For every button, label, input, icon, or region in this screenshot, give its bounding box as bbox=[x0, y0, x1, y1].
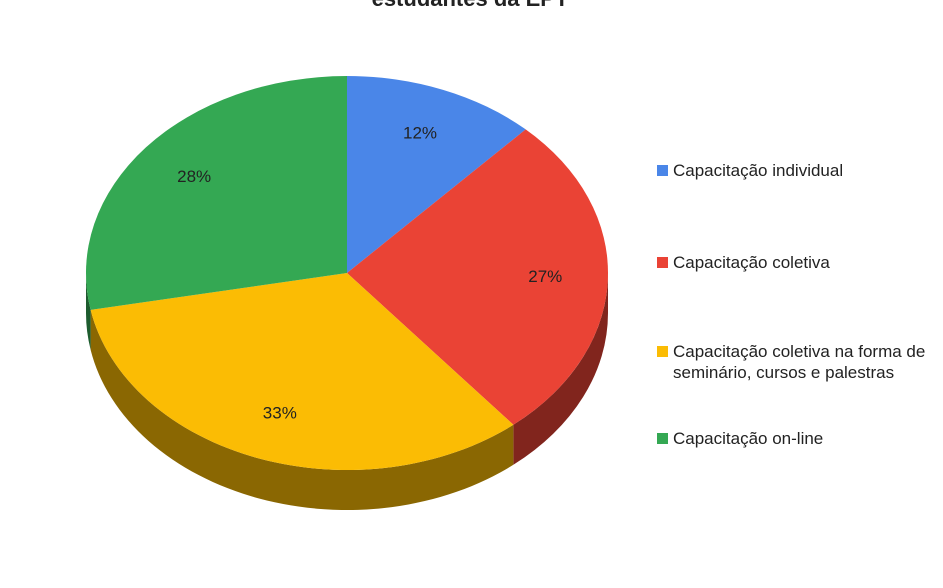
legend-swatch bbox=[657, 257, 668, 268]
legend-swatch bbox=[657, 433, 668, 444]
slice bbox=[90, 273, 514, 471]
slice bbox=[347, 76, 526, 273]
legend-swatch bbox=[657, 346, 668, 357]
legend-label: Capacitação coletiva bbox=[673, 253, 830, 272]
slice-side bbox=[90, 309, 514, 511]
legend-label: Capacitação coletiva na forma de seminár… bbox=[673, 342, 926, 382]
slice-side bbox=[86, 273, 91, 350]
data-label: 27% bbox=[528, 267, 562, 286]
data-label: 12% bbox=[403, 123, 437, 142]
data-label: 28% bbox=[177, 167, 211, 186]
slice bbox=[347, 129, 608, 425]
legend-item: Capacitação coletiva bbox=[657, 252, 942, 273]
data-label: 33% bbox=[263, 403, 297, 422]
legend-item: Capacitação coletiva na forma de seminár… bbox=[657, 341, 942, 383]
legend-label: Capacitação on-line bbox=[673, 429, 824, 448]
legend-label: Capacitação individual bbox=[673, 161, 844, 180]
legend-item: Capacitação individual bbox=[657, 160, 942, 181]
slice-side bbox=[513, 273, 608, 465]
chart-title: estudantes da EPT bbox=[372, 0, 569, 11]
legend-swatch bbox=[657, 165, 668, 176]
slice bbox=[85, 76, 347, 310]
legend-item: Capacitação on-line bbox=[657, 428, 942, 449]
